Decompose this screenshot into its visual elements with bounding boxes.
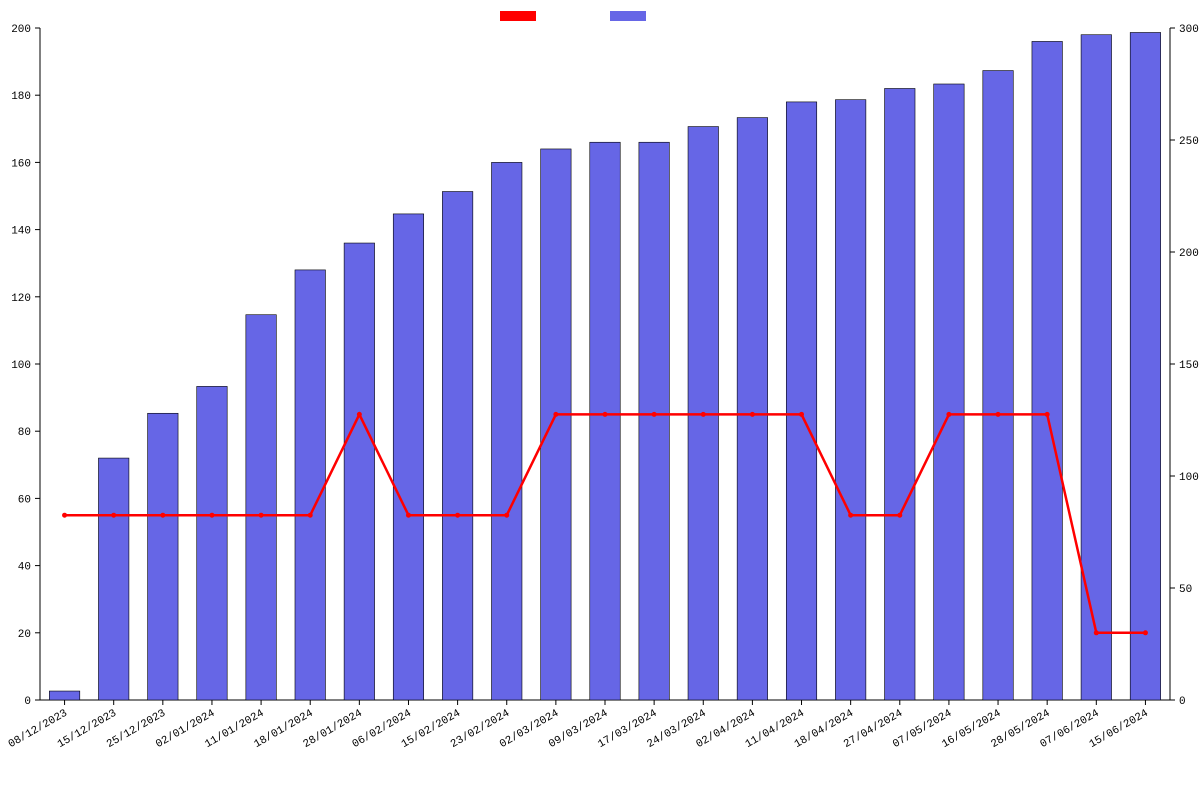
y-right-tick-label: 150 (1179, 360, 1199, 372)
line-marker (1094, 630, 1099, 635)
line-marker (750, 412, 755, 417)
bar (197, 386, 227, 700)
bar (148, 413, 178, 700)
chart-canvas: 0 20 40 60 80 100 120 140 160 180 200 0 50 100 150 200 2… (0, 0, 1200, 800)
y-right-tick-label: 250 (1179, 136, 1199, 148)
bar (442, 192, 472, 700)
y-left-tick-label: 140 (11, 226, 31, 238)
bar (295, 270, 325, 700)
line-marker (603, 412, 608, 417)
line-marker (946, 412, 951, 417)
legend-swatch-line (500, 11, 536, 21)
bar (98, 458, 128, 700)
bar (786, 102, 816, 700)
line-marker (1045, 412, 1050, 417)
line-marker (996, 412, 1001, 417)
line-marker (357, 412, 362, 417)
legend-swatch-bar (610, 11, 646, 21)
bar (492, 162, 522, 700)
line-marker (308, 513, 313, 518)
line-marker (209, 513, 214, 518)
line-marker (111, 513, 116, 518)
y-left-tick-label: 80 (18, 427, 31, 439)
y-right-tick-label: 50 (1179, 584, 1192, 596)
y-right-tick-label: 100 (1179, 472, 1199, 484)
bar (344, 243, 374, 700)
line-marker (553, 412, 558, 417)
line-marker (799, 412, 804, 417)
y-left-tick-label: 60 (18, 494, 31, 506)
bar (590, 142, 620, 700)
bar (737, 118, 767, 700)
bar (1081, 35, 1111, 700)
line-marker (406, 513, 411, 518)
line-marker (897, 513, 902, 518)
bar (934, 84, 964, 700)
y-left-tick-label: 20 (18, 629, 31, 641)
y-right-tick-label: 200 (1179, 248, 1199, 260)
line-marker (1143, 630, 1148, 635)
line-marker (701, 412, 706, 417)
bar (983, 71, 1013, 700)
y-left-tick-label: 120 (11, 293, 31, 305)
bar (541, 149, 571, 700)
combo-chart: 0 20 40 60 80 100 120 140 160 180 200 0 50 100 150 200 2… (0, 0, 1200, 800)
y-left-tick-label: 180 (11, 91, 31, 103)
line-marker (455, 513, 460, 518)
y-left-tick-label: 100 (11, 360, 31, 372)
line-marker (504, 513, 509, 518)
bar (1130, 32, 1160, 700)
bar (246, 315, 276, 700)
line-marker (652, 412, 657, 417)
line-marker (259, 513, 264, 518)
y-right-tick-label: 300 (1179, 24, 1199, 36)
bar (639, 142, 669, 700)
bar (835, 100, 865, 700)
y-left-tick-label: 0 (24, 696, 31, 708)
y-right-tick-label: 0 (1179, 696, 1186, 708)
y-left-tick-label: 200 (11, 24, 31, 36)
bar (1032, 41, 1062, 700)
line-marker (848, 513, 853, 518)
y-left-tick-label: 40 (18, 562, 31, 574)
line-marker (160, 513, 165, 518)
bar (393, 214, 423, 700)
bar (885, 88, 915, 700)
y-left-tick-label: 160 (11, 158, 31, 170)
bar (49, 691, 79, 700)
line-marker (62, 513, 67, 518)
